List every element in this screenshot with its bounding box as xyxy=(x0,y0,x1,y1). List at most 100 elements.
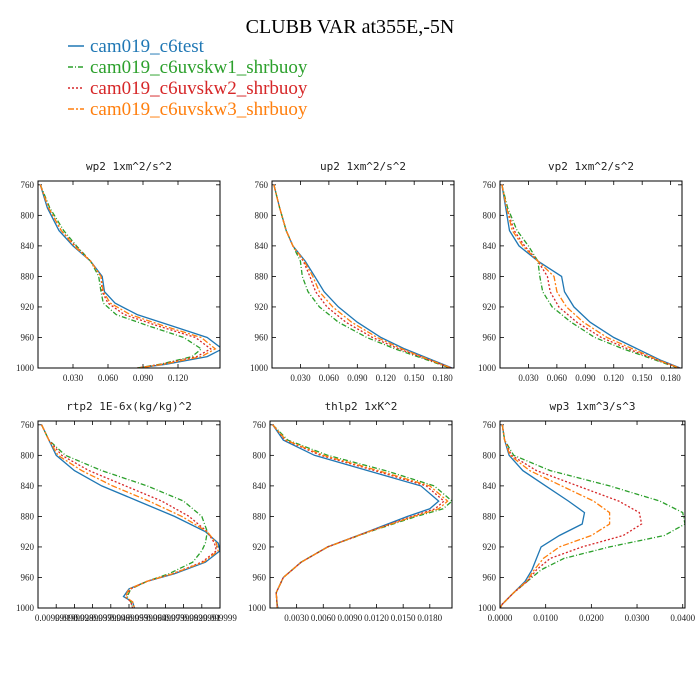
y-tick-label: 880 xyxy=(483,271,497,281)
series-line xyxy=(501,184,681,368)
legend-entry: cam019_c6test xyxy=(90,36,205,57)
x-tick-label: 0.090 xyxy=(347,373,368,383)
x-tick-label: 0.00999990 xyxy=(35,613,78,623)
y-tick-label: 920 xyxy=(21,302,35,312)
series-line xyxy=(273,184,453,368)
chart-panel: vp2 1xm^2/s^2 760 800 840 880 920 960 1000 0.030… xyxy=(478,160,683,383)
y-tick-label: 1000 xyxy=(16,363,35,373)
y-tick-label: 800 xyxy=(483,450,497,460)
legend-entry: cam019_c6uvskw1_shrbuoy xyxy=(90,57,308,78)
y-tick-label: 920 xyxy=(255,302,269,312)
series-line xyxy=(501,184,680,368)
series-group xyxy=(273,184,453,368)
panel-title: thlp2 1xK^2 xyxy=(325,400,398,413)
series-line xyxy=(500,424,611,608)
series-line xyxy=(501,184,679,368)
series-line xyxy=(41,424,220,608)
plot-frame xyxy=(37,420,221,609)
series-line xyxy=(39,184,217,368)
y-tick-label: 1000 xyxy=(248,603,267,613)
x-tick-label: 0.0199998 xyxy=(55,613,94,623)
y-tick-label: 760 xyxy=(253,420,267,430)
panel-title: rtp2 1E-6x(kg/kg)^2 xyxy=(66,400,192,413)
x-tick-label: 0.060 xyxy=(98,373,119,383)
y-tick-label: 920 xyxy=(483,542,497,552)
x-tick-label: 0.120 xyxy=(376,373,397,383)
x-tick-label: 0.0060 xyxy=(311,613,336,623)
y-tick-label: 800 xyxy=(21,450,35,460)
x-tick-label: 0.0150 xyxy=(391,613,416,623)
y-tick-label: 920 xyxy=(483,302,497,312)
y-tick-label: 1000 xyxy=(478,363,497,373)
series-group xyxy=(41,424,220,608)
x-tick-label: 0.030 xyxy=(518,373,539,383)
series-line xyxy=(501,184,680,368)
series-group xyxy=(501,184,681,368)
x-tick-label: 0.030 xyxy=(290,373,311,383)
series-line xyxy=(272,424,445,608)
plot-frame xyxy=(499,420,686,609)
x-tick-label: 0.180 xyxy=(661,373,682,383)
panels: wp2 1xm^2/s^2 760 800 840 880 920 960 1000 0.030… xyxy=(16,160,696,623)
y-tick-label: 800 xyxy=(21,210,35,220)
chart-panel: rtp2 1E-6x(kg/kg)^2 760 800 840 880 920 960 100… xyxy=(16,400,237,623)
y-tick-label: 760 xyxy=(483,420,497,430)
x-tick-label: 0.120 xyxy=(168,373,189,383)
x-tick-label: 0.0300 xyxy=(625,613,650,623)
y-tick-label: 760 xyxy=(21,420,35,430)
y-tick-label: 920 xyxy=(253,542,267,552)
x-tick-label: 0.150 xyxy=(404,373,425,383)
x-tick-label: 0.099999 xyxy=(203,613,237,623)
x-tick-label: 0.0400 xyxy=(670,613,695,623)
series-group xyxy=(39,184,220,368)
x-tick-label: 0.090 xyxy=(133,373,154,383)
x-tick-label: 0.0100 xyxy=(533,613,558,623)
y-tick-label: 840 xyxy=(483,241,497,251)
plot-frame xyxy=(499,180,683,369)
y-tick-label: 960 xyxy=(21,572,35,582)
series-line xyxy=(272,424,452,608)
x-tick-label: 0.0200 xyxy=(579,613,604,623)
plot-frame xyxy=(269,420,453,609)
x-tick-label: 0.0180 xyxy=(417,613,442,623)
y-tick-label: 1000 xyxy=(478,603,497,613)
y-tick-label: 920 xyxy=(21,542,35,552)
series-line xyxy=(39,184,220,368)
y-tick-label: 800 xyxy=(253,450,267,460)
y-tick-label: 840 xyxy=(483,481,497,491)
chart-panel: wp3 1xm^3/s^3 760 800 840 880 920 960 10000.000… xyxy=(478,400,696,623)
panel-title: up2 1xm^2/s^2 xyxy=(320,160,406,173)
x-tick-label: 0.180 xyxy=(433,373,454,383)
panel-title: wp3 1xm^3/s^3 xyxy=(549,400,635,413)
x-tick-label: 0.0000 xyxy=(488,613,513,623)
x-tick-label: 0.0599994 xyxy=(128,613,167,623)
y-tick-label: 960 xyxy=(255,332,269,342)
x-tick-label: 0.0299997 xyxy=(73,613,112,623)
y-tick-label: 840 xyxy=(253,481,267,491)
y-tick-label: 840 xyxy=(255,241,269,251)
y-tick-label: 840 xyxy=(21,481,35,491)
legend-entry: cam019_c6uvskw3_shrbuoy xyxy=(90,99,308,120)
series-group xyxy=(272,424,452,608)
y-tick-label: 960 xyxy=(21,332,35,342)
y-tick-label: 880 xyxy=(253,511,267,521)
y-tick-label: 840 xyxy=(21,241,35,251)
y-tick-label: 960 xyxy=(253,572,267,582)
series-line xyxy=(273,184,451,368)
y-tick-label: 880 xyxy=(21,511,35,521)
x-tick-label: 0.150 xyxy=(632,373,653,383)
series-group xyxy=(500,424,685,608)
y-tick-label: 1000 xyxy=(250,363,269,373)
panel-title: wp2 1xm^2/s^2 xyxy=(86,160,172,173)
chart-panel: up2 1xm^2/s^2 760 800 840 880 920 960 1000 0.030… xyxy=(250,160,455,383)
x-tick-label: 0.0799992 xyxy=(164,613,202,623)
x-tick-label: 0.120 xyxy=(604,373,625,383)
y-tick-label: 960 xyxy=(483,572,497,582)
figure-title: CLUBB VAR at355E,-5N xyxy=(246,16,455,38)
x-tick-label: 0.0120 xyxy=(364,613,389,623)
chart-panel: wp2 1xm^2/s^2 760 800 840 880 920 960 1000 0.030… xyxy=(16,160,221,383)
y-tick-label: 1000 xyxy=(16,603,35,613)
